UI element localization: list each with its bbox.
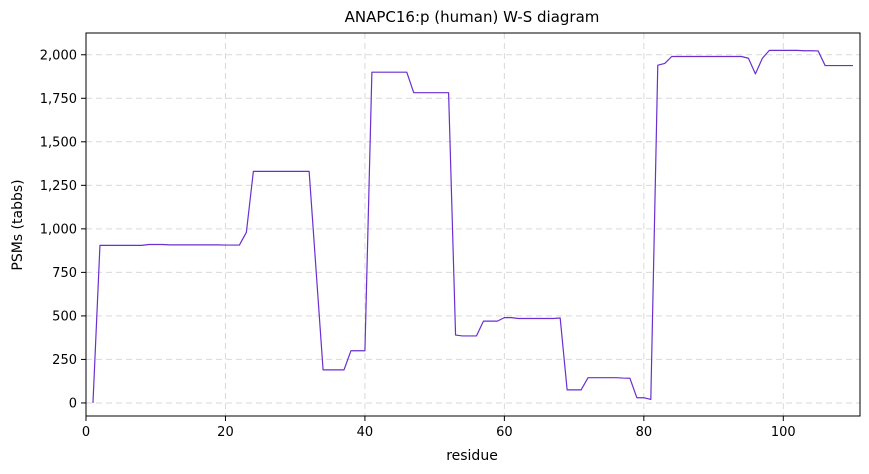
x-axis-title: residue [446, 448, 498, 464]
x-tick-label: 20 [217, 425, 234, 440]
y-tick-label: 1,000 [40, 222, 77, 237]
x-tick-label: 100 [771, 425, 796, 440]
y-tick-label: 1,750 [40, 92, 77, 107]
x-tick-label: 80 [636, 425, 653, 440]
plot-frame [85, 32, 861, 417]
chart-title: ANAPC16:p (human) W-S diagram [345, 8, 600, 26]
y-axis: 0 250 500 750 1,000 1,250 1,500 1,750 2,000 [40, 48, 86, 411]
x-tick-label: 0 [82, 425, 90, 440]
x-tick-label: 60 [496, 425, 513, 440]
series-line [92, 49, 854, 403]
y-tick-label: 2,000 [40, 48, 77, 63]
x-tick-label: 40 [357, 425, 374, 440]
x-axis: 0 20 40 60 80 100 [82, 416, 796, 440]
series-layer [92, 49, 854, 403]
grid [85, 33, 860, 416]
y-tick-label: 0 [69, 396, 77, 411]
y-tick-label: 750 [52, 266, 77, 281]
y-tick-label: 250 [52, 353, 77, 368]
y-tick-label: 500 [52, 309, 77, 324]
y-tick-label: 1,250 [40, 179, 77, 194]
y-tick-label: 1,500 [40, 135, 77, 150]
y-axis-title: PSMs (tabbs) [10, 179, 26, 270]
